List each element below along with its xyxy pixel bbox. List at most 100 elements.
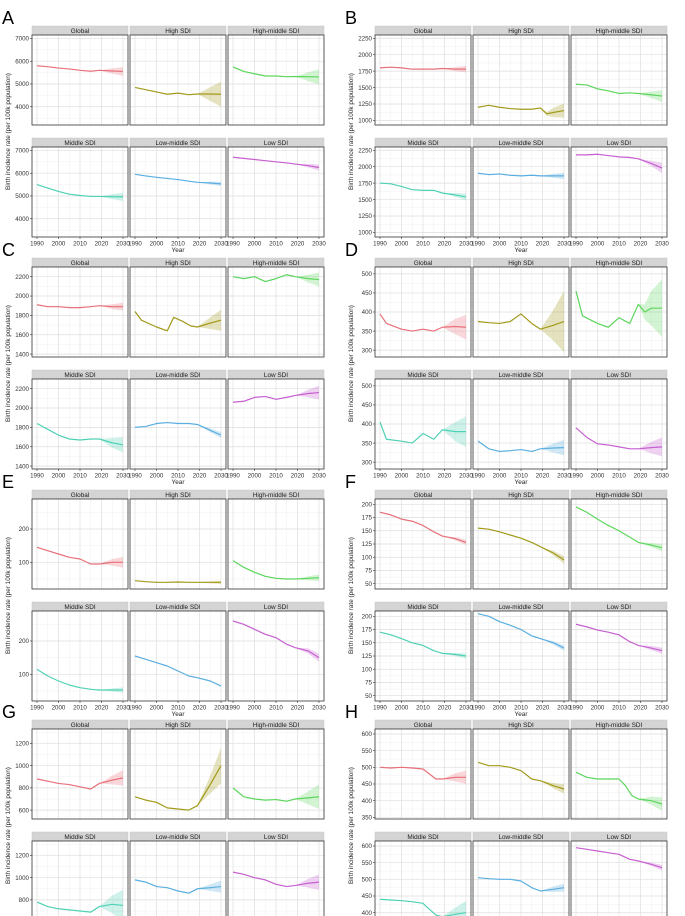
y-tick-label: 300 [362,459,373,466]
facet-low-middle-sdi: Low-middle SDI 1990 2000 2010 2020 2030 [471,369,571,480]
forecast-band [233,560,319,581]
forecast-band [37,889,123,916]
y-tick-label: 7000 [15,36,29,43]
series-line [36,184,124,198]
plot-border [570,840,668,916]
plot-border [374,34,472,126]
x-axis-title: Year [515,711,529,718]
y-tick-label: 4000 [15,216,29,223]
series-line [379,511,467,543]
x-tick-label: 2000 [493,473,507,480]
x-tick-label: 2020 [95,473,109,480]
facet-high-sdi: High SDI [472,25,570,126]
facet-title: High-middle SDI [596,28,643,35]
y-tick-label: 2200 [15,386,29,393]
panel-letter: F [345,472,356,492]
x-tick-label: 2020 [291,241,305,248]
chart-panel-B: B Birth incidence rate (per 100k populati… [345,8,669,254]
y-tick-label: 50 [365,581,372,588]
series-line [232,787,320,802]
y-tick-label: 1800 [15,313,29,320]
forecast-band [576,624,662,654]
y-tick-label: 600 [362,731,373,738]
y-tick-label: 400 [362,309,373,316]
x-tick-label: 2000 [52,705,66,712]
x-tick-label: 2020 [634,705,648,712]
x-tick-label: 2000 [52,241,66,248]
y-tick-label: 200 [19,526,30,533]
facet-title: High SDI [165,722,191,729]
series-line [134,580,221,583]
facet-title: Middle SDI [64,372,95,379]
forecast-band [37,770,123,789]
x-tick-label: 2000 [52,473,66,480]
x-tick-label: 1990 [373,473,387,480]
y-tick-label: 1250 [358,101,372,108]
y-tick-label: 2000 [358,164,372,171]
panel-letter: E [2,472,14,492]
facet-global: Global 350 400 450 500 550 600 [362,719,472,822]
series-line [36,422,124,446]
x-tick-label: 2030 [312,473,326,480]
x-tick-label: 2000 [591,705,605,712]
plot-border [227,266,325,358]
series-line [379,182,467,198]
y-tick-label: 500 [362,383,373,390]
forecast-band [135,309,221,331]
y-tick-label: 1400 [15,351,29,358]
series-line [232,274,320,283]
x-tick-label: 2030 [655,241,669,248]
series-line [477,313,565,330]
y-axis-title: Birth incidence rate (per 100k populatio… [348,767,355,884]
facet-title: Middle SDI [64,604,95,611]
y-tick-label: 75 [365,680,372,687]
x-tick-label: 2000 [150,241,164,248]
facet-title: High SDI [508,260,534,267]
chart-panel-G: G Birth incidence rate (per 100k populati… [2,702,325,916]
facet-middle-sdi: Middle SDI 300 350 400 450 500 1990 2000 2010 202… [362,369,473,480]
facet-low-middle-sdi: Low-middle SDI 1990 2000 2010 2020 2030 [128,601,228,712]
y-tick-label: 175 [362,515,373,522]
facet-title: Middle SDI [64,140,95,147]
plot-border [374,840,472,916]
plot-border [570,728,668,820]
facet-low-sdi: Low SDI 1990 2000 2010 2020 2030 [226,369,326,480]
y-tick-label: 200 [19,638,30,645]
x-tick-label: 2020 [291,473,305,480]
plot-border [31,840,129,916]
forecast-band [233,66,319,85]
y-tick-label: 1400 [15,463,29,470]
x-tick-label: 2030 [214,473,228,480]
chart-panel-A: A Birth incidence rate (per 100k populati… [2,8,326,254]
facet-high-sdi: High SDI [472,257,570,358]
y-axis-title: Birth incidence rate (per 100k populatio… [348,73,355,190]
x-tick-label: 2030 [312,705,326,712]
y-tick-label: 1500 [358,197,372,204]
x-tick-label: 2020 [438,241,452,248]
facet-middle-sdi: Middle SDI 4000 5000 6000 7000 1990 2000 2010 20… [15,137,130,248]
chart-panel-E: E Birth incidence rate (per 100k populati… [2,472,326,718]
plot-border [570,34,668,126]
x-tick-label: 2030 [116,705,130,712]
facet-title: Global [71,28,89,35]
facet-title: Low-middle SDI [155,140,200,147]
series-line [575,771,663,805]
y-tick-label: 2250 [358,147,372,154]
facet-title: Low SDI [264,834,288,841]
facet-high-sdi: High SDI [129,25,227,126]
x-tick-label: 2020 [95,241,109,248]
chart-panel-F: F Birth incidence rate (per 100k populati… [345,472,669,718]
facet-high-sdi: High SDI [472,719,570,820]
facet-high-sdi: High SDI [129,489,227,590]
series-line [134,173,222,185]
x-tick-label: 2010 [612,241,626,248]
series-line [575,506,663,549]
facet-title: Middle SDI [407,140,438,147]
plot-border [227,498,325,590]
y-tick-label: 450 [362,781,373,788]
plot-border [129,840,227,916]
y-tick-label: 550 [362,748,373,755]
series-line [36,668,123,691]
facet-title: Low SDI [607,372,631,379]
